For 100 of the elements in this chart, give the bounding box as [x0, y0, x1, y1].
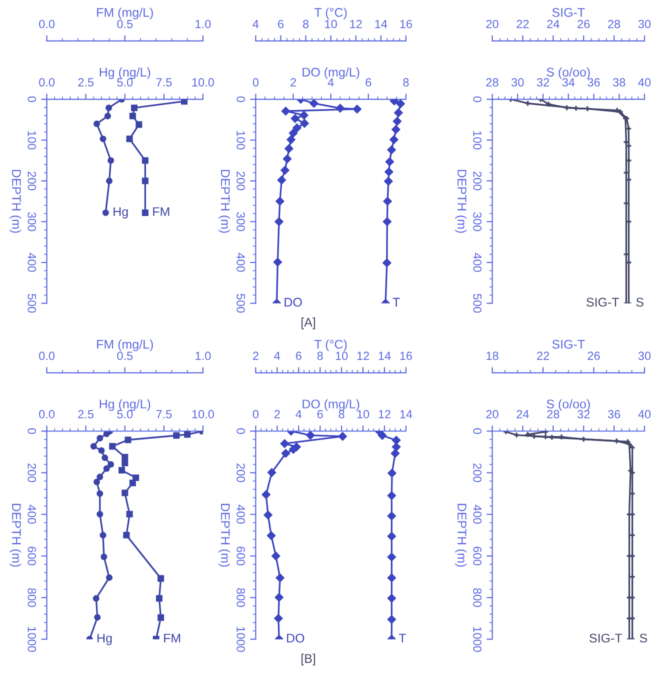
x-tick-label: 14 [400, 410, 412, 418]
y-axis-title: DEPTH (m) [10, 170, 22, 233]
y-axis-title: DEPTH (m) [455, 504, 467, 567]
y-tick-label: 400 [28, 504, 36, 524]
series-label: S [640, 634, 648, 643]
x2-tick-label: 0.0 [39, 20, 55, 28]
x2-axis-title: T (°C) [314, 340, 347, 352]
y-tick-label: 200 [28, 463, 36, 482]
y-tick-label: 200 [473, 463, 482, 482]
x2-tick-label: 16 [400, 20, 412, 28]
x2-tick-label: 0.5 [117, 352, 133, 360]
x2-tick-label: 4 [252, 20, 259, 28]
series-label: FM [153, 207, 170, 216]
y-tick-label: 600 [236, 546, 245, 566]
y-tick-label: 100 [28, 131, 36, 150]
y-tick-label: 600 [28, 546, 36, 566]
x2-tick-label: 8 [317, 352, 323, 360]
x2-tick-label: 10 [325, 20, 337, 28]
x-tick-label: 12 [378, 410, 390, 418]
y-tick-label: 100 [236, 131, 245, 150]
x2-tick-label: 18 [486, 352, 498, 360]
y-tick-label: 500 [28, 294, 36, 313]
x-tick-label: 5.0 [117, 410, 133, 418]
x2-tick-label: 10 [336, 352, 348, 360]
y-tick-label: 800 [236, 588, 245, 607]
series-label: T [398, 634, 406, 642]
x2-tick-label: 8 [303, 20, 309, 28]
series-label: DO [284, 298, 302, 307]
x2-tick-label: 6 [278, 20, 284, 28]
y-tick-label: 400 [236, 504, 245, 524]
y-tick-label: 500 [473, 294, 482, 313]
x-tick-label: 28 [547, 410, 560, 418]
x-axis-title: S (o/oo) [546, 67, 590, 80]
y-tick-label: 300 [473, 212, 482, 232]
series-label: SIG-T [590, 634, 622, 643]
x2-tick-label: 26 [578, 20, 590, 28]
x-tick-label: 2 [290, 78, 296, 86]
x-tick-label: 36 [588, 78, 600, 87]
y-axis-title: DEPTH (m) [218, 170, 230, 233]
x-tick-label: 2.5 [78, 410, 94, 418]
x2-tick-label: 20 [486, 20, 498, 28]
y-tick-label: 800 [28, 588, 36, 607]
x2-tick-label: 22 [516, 20, 529, 28]
y-tick-label: 600 [473, 546, 482, 566]
y-tick-label: 1000 [473, 626, 482, 652]
x2-tick-label: 2 [253, 352, 258, 360]
y-tick-label: 0 [236, 96, 245, 102]
y-tick-label: 0 [28, 428, 36, 434]
x-tick-label: 40 [638, 78, 651, 87]
x2-tick-label: 0.5 [117, 20, 133, 28]
x-tick-label: 0.0 [39, 410, 55, 418]
x2-tick-label: 14 [375, 20, 388, 28]
series-label: Hg [114, 207, 128, 219]
x2-tick-label: 22 [537, 352, 549, 360]
y-tick-label: 200 [28, 172, 36, 190]
x-tick-label: 24 [516, 410, 529, 418]
x2-axis-title: FM (mg/L) [97, 8, 153, 20]
series-label: T [392, 298, 400, 307]
x-tick-label: 30 [512, 78, 524, 87]
x-tick-label: 6 [366, 78, 372, 87]
y-tick-label: 1000 [28, 626, 36, 652]
x2-tick-label: 30 [638, 20, 651, 28]
x2-axis-title: SIG-T [552, 8, 585, 17]
x-tick-label: 2.5 [78, 78, 94, 87]
x2-tick-label: 12 [350, 20, 362, 28]
x2-tick-label: 14 [378, 352, 391, 360]
y-tick-label: 300 [236, 212, 245, 232]
y-tick-label: 0 [28, 96, 36, 102]
x-tick-label: 20 [486, 410, 498, 418]
y-axis-title: DEPTH (m) [218, 504, 230, 567]
series-label: Hg [98, 634, 112, 646]
x2-axis-title: T (°C) [314, 8, 347, 20]
x-tick-label: 10 [357, 410, 370, 418]
x-axis-title: DO (mg/L) [302, 399, 360, 411]
x2-tick-label: 1.0 [196, 352, 211, 360]
x-tick-label: 4 [328, 78, 334, 86]
x-tick-label: 10.0 [192, 410, 214, 418]
x2-tick-label: 16 [400, 352, 412, 360]
y-tick-label: 400 [236, 252, 245, 272]
x-tick-label: 40 [638, 410, 651, 418]
y-tick-label: 0 [236, 428, 245, 434]
x2-tick-label: 24 [547, 20, 560, 28]
y-tick-label: 400 [473, 504, 482, 524]
x-tick-label: 0.0 [39, 78, 55, 87]
y-axis-title: DEPTH (m) [455, 170, 467, 233]
series-label: FM [164, 634, 180, 642]
x-tick-label: 0 [252, 410, 259, 418]
x-tick-label: 0 [252, 78, 259, 87]
x-axis-title: Hg (ng/L) [100, 399, 150, 411]
x2-axis-title: SIG-T [552, 340, 585, 349]
x-axis-title: Hg (ng/L) [100, 67, 150, 80]
text: [A] [302, 318, 316, 330]
x2-tick-label: 4 [274, 352, 280, 360]
y-tick-label: 300 [28, 212, 36, 232]
series-label: DO [287, 634, 304, 643]
x-tick-label: 4 [296, 410, 302, 418]
x-tick-label: 8 [403, 78, 409, 87]
x-tick-label: 28 [486, 78, 498, 87]
series-label: SIG-T [586, 298, 620, 307]
x2-tick-label: 6 [296, 352, 302, 360]
